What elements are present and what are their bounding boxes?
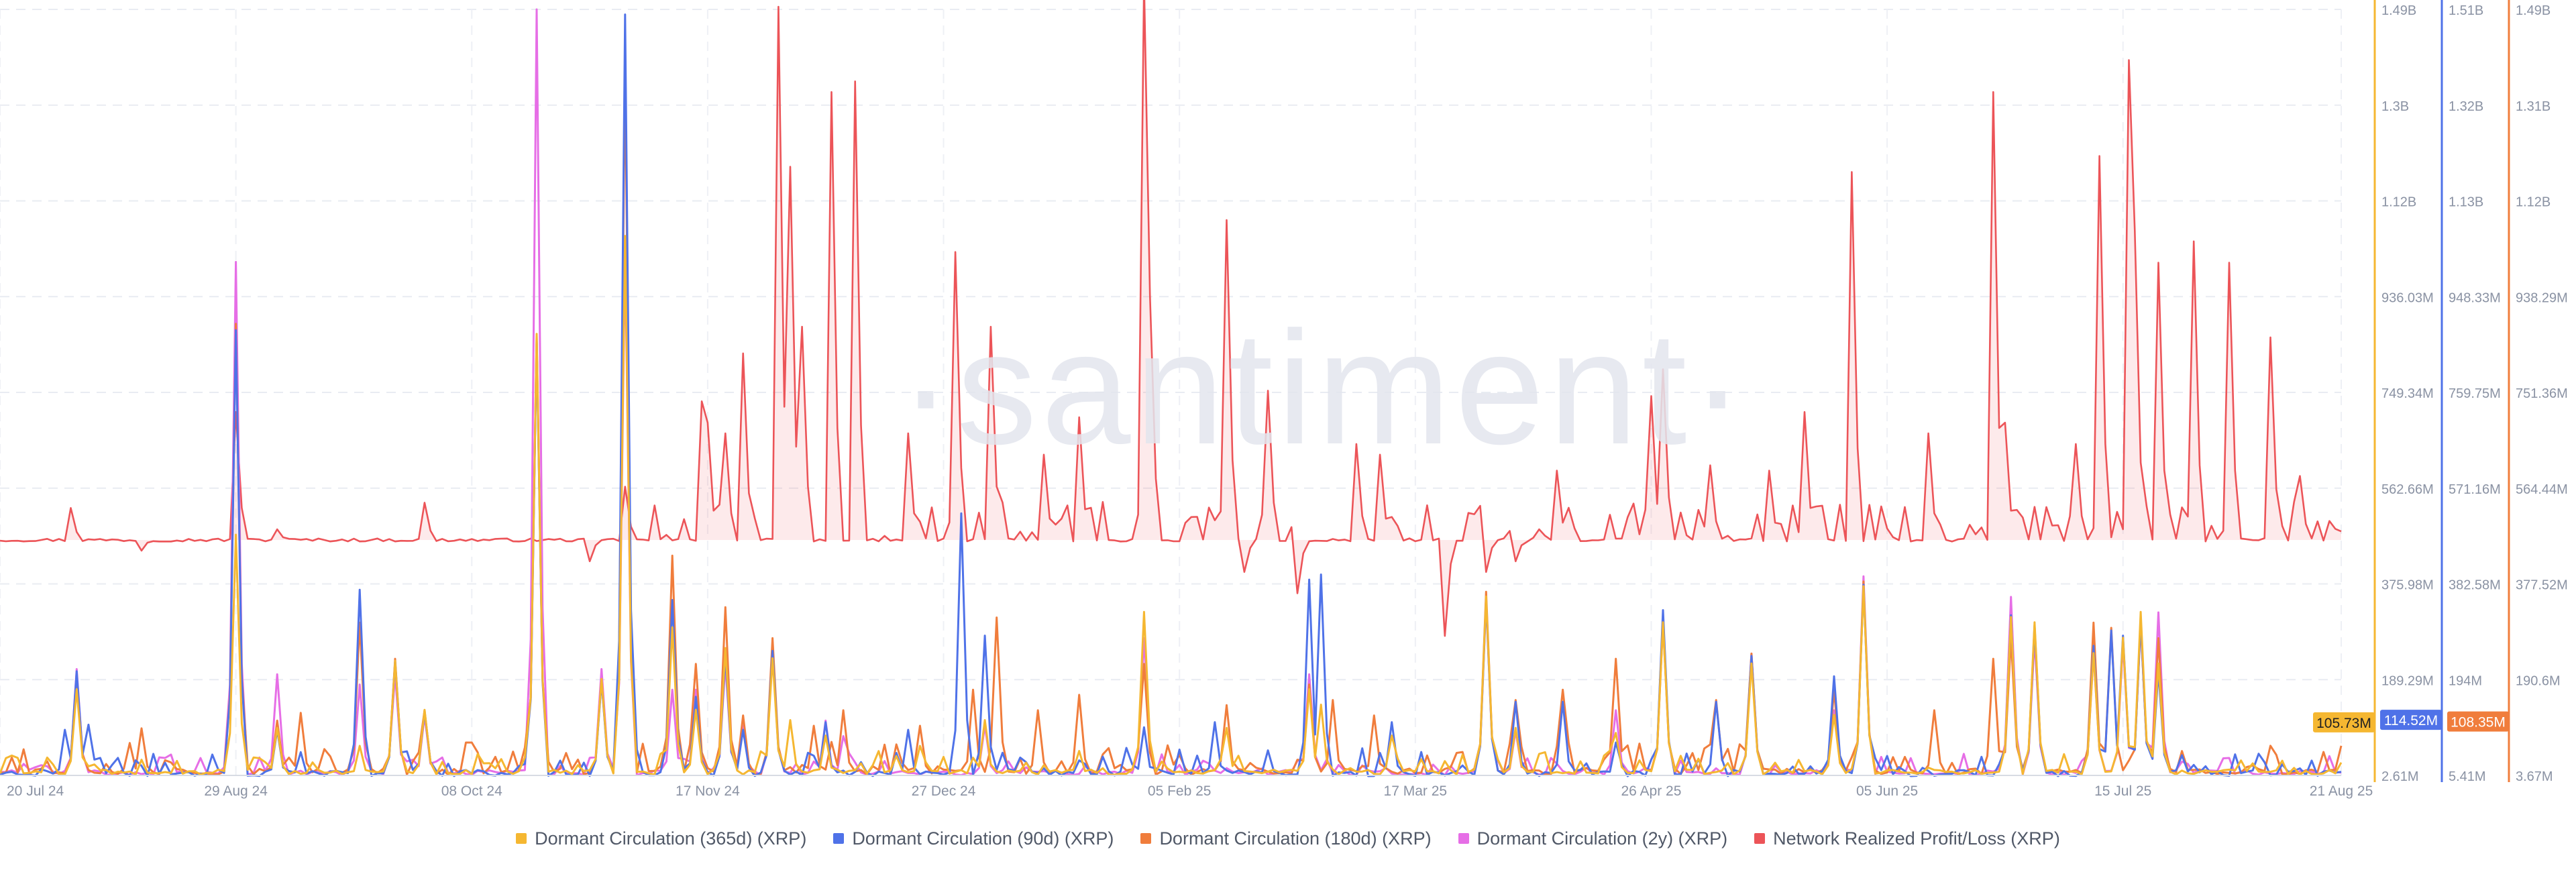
- y-tick-label: 571.16M: [2449, 482, 2501, 497]
- x-tick-label: 05 Feb 25: [1148, 783, 1212, 799]
- chart-legend: Dormant Circulation (365d) (XRP) Dormant…: [0, 824, 2576, 853]
- legend-swatch-dc365: [516, 833, 527, 844]
- y-tick-label: 749.34M: [2381, 386, 2434, 401]
- legend-swatch-dc180: [1140, 833, 1152, 844]
- y-tick-label: 1.32B: [2449, 99, 2483, 114]
- y-tick-label: 377.52M: [2516, 578, 2568, 593]
- y-tick-label: 3.67M: [2516, 769, 2553, 784]
- legend-item-dc2y[interactable]: Dormant Circulation (2y) (XRP): [1458, 828, 1728, 849]
- legend-label: Dormant Circulation (90d) (XRP): [852, 828, 1114, 849]
- y-axes: 1.49B 1.3B 1.12B 936.03M 749.34M 562.66M 375.9…: [2313, 0, 2568, 784]
- x-tick-label: 05 Jun 25: [1856, 783, 1918, 799]
- last-value-badge-dc365: [2313, 712, 2375, 732]
- y-tick-label: 1.31B: [2516, 99, 2551, 114]
- y-tick-label: 936.03M: [2381, 290, 2434, 305]
- legend-label: Dormant Circulation (180d) (XRP): [1159, 828, 1432, 849]
- series-layer: [0, 0, 2343, 777]
- last-value-badge-dc90: [2380, 710, 2442, 730]
- x-tick-label: 29 Aug 24: [204, 783, 268, 799]
- last-value-badge-dc180: [2447, 711, 2509, 732]
- legend-swatch-dc90: [833, 833, 845, 844]
- last-value-label: 108.35M: [2451, 715, 2506, 730]
- series-line-nrpl: [0, 0, 2342, 637]
- x-tick-label: 15 Jul 25: [2094, 783, 2151, 799]
- y-tick-label: 564.44M: [2516, 482, 2568, 497]
- x-tick-label: 26 Apr 25: [1621, 783, 1682, 799]
- y-tick-label: 190.6M: [2516, 673, 2561, 688]
- y-tick-label: 1.12B: [2381, 195, 2416, 210]
- y-tick-label: 948.33M: [2449, 290, 2501, 305]
- y-tick-label: 1.49B: [2381, 3, 2416, 18]
- legend-item-dc365[interactable]: Dormant Circulation (365d) (XRP): [516, 828, 806, 849]
- legend-label: Network Realized Profit/Loss (XRP): [1773, 828, 2060, 849]
- y-tick-label: 938.29M: [2516, 290, 2568, 305]
- y-tick-label: 1.3B: [2381, 99, 2409, 114]
- y-tick-label: 1.13B: [2449, 195, 2483, 210]
- legend-swatch-dc2y: [1458, 833, 1469, 844]
- last-value-label: 105.73M: [2316, 716, 2371, 731]
- y-tick-label: 1.51B: [2449, 3, 2483, 18]
- y-tick-label: 562.66M: [2381, 482, 2434, 497]
- x-tick-label: 17 Mar 25: [1384, 783, 1448, 799]
- x-tick-label: 21 Aug 25: [2310, 783, 2373, 799]
- legend-label: Dormant Circulation (365d) (XRP): [535, 828, 807, 849]
- x-axis: 20 Jul 24 29 Aug 24 08 Oct 24 17 Nov 24 27 D…: [0, 775, 2373, 799]
- x-tick-label: 17 Nov 24: [676, 783, 740, 799]
- legend-item-nrpl[interactable]: Network Realized Profit/Loss (XRP): [1754, 828, 2060, 849]
- legend-item-dc180[interactable]: Dormant Circulation (180d) (XRP): [1140, 828, 1432, 849]
- last-value-label: 114.52M: [2384, 713, 2438, 728]
- y-tick-label: 2.61M: [2381, 769, 2419, 784]
- y-tick-label: 382.58M: [2449, 578, 2501, 593]
- series-line-dc365: [0, 235, 2343, 776]
- x-tick-label: 27 Dec 24: [912, 783, 976, 799]
- legend-item-dc90[interactable]: Dormant Circulation (90d) (XRP): [833, 828, 1114, 849]
- y-tick-label: 759.75M: [2449, 386, 2501, 401]
- y-tick-label: 375.98M: [2381, 578, 2434, 593]
- x-tick-label: 08 Oct 24: [441, 783, 502, 799]
- legend-swatch-nrpl: [1754, 833, 1766, 844]
- y-tick-label: 1.49B: [2516, 3, 2551, 18]
- y-tick-label: 194M: [2449, 673, 2482, 688]
- y-tick-label: 189.29M: [2381, 673, 2434, 688]
- legend-label: Dormant Circulation (2y) (XRP): [1477, 828, 1728, 849]
- y-tick-label: 1.12B: [2516, 195, 2551, 210]
- y-tick-label: 751.36M: [2516, 386, 2568, 401]
- y-tick-label: 5.41M: [2449, 769, 2486, 784]
- x-tick-label: 20 Jul 24: [7, 783, 64, 799]
